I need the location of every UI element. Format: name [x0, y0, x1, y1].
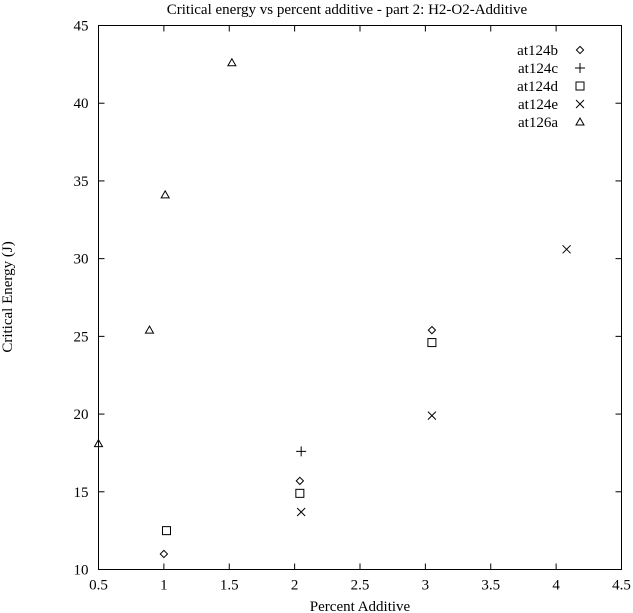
x-tick-label: 4	[552, 578, 560, 594]
legend-label-at124e: at124e	[518, 97, 558, 113]
y-tick-label: 15	[74, 485, 89, 501]
chart-title: Critical energy vs percent additive - pa…	[167, 2, 528, 18]
x-tick-label: 4.5	[612, 578, 631, 594]
y-tick-label: 45	[74, 19, 89, 35]
legend-label-at126a: at126a	[518, 115, 558, 131]
x-tick-label: 0.5	[89, 578, 108, 594]
y-tick-label: 25	[74, 329, 89, 345]
data-point-at124e	[296, 507, 306, 517]
y-tick-label: 10	[74, 563, 89, 579]
data-point-at124e	[562, 244, 571, 254]
data-point-at124b	[295, 476, 305, 486]
legend-marker-at126a	[575, 116, 585, 126]
legend-label-at124c: at124c	[518, 61, 558, 77]
legend-marker-at124c	[575, 63, 585, 73]
data-point-at126a	[93, 438, 104, 448]
data-point-at124d	[161, 526, 171, 536]
axis-ticks: 0.5 1 1.5 2 2.5 3 3.5 4 4.5 10 15 20 25 30 35 40 45	[74, 19, 631, 594]
y-tick-label: 20	[74, 407, 89, 423]
x-tick-label: 2.5	[351, 578, 370, 594]
data-point-at124c	[296, 446, 307, 457]
x-tick-label: 3.5	[481, 578, 500, 594]
data-point-at126a	[160, 189, 171, 199]
x-tick-label: 3	[422, 578, 430, 594]
legend-marker-at124e	[575, 99, 585, 109]
legend-label-at124b: at124b	[517, 43, 558, 59]
x-tick-label: 1	[160, 578, 168, 594]
legend-marker-at124d	[575, 81, 585, 91]
data-point-at124d	[427, 338, 437, 348]
legend: at124b at124c at124d at124e at126a	[517, 43, 585, 131]
x-tick-label: 2	[291, 578, 299, 594]
data-point-at124e	[427, 411, 437, 420]
x-axis-label: Percent Additive	[310, 599, 411, 613]
y-tick-label: 35	[74, 174, 89, 190]
data-points	[93, 57, 571, 559]
x-tick-label: 1.5	[220, 578, 239, 594]
y-tick-label: 40	[74, 96, 89, 112]
data-point-at124b	[427, 325, 437, 335]
y-tick-label: 30	[74, 252, 89, 268]
data-point-at126a	[144, 325, 155, 334]
data-point-at126a	[227, 57, 237, 67]
y-axis-label: Critical Energy (J)	[0, 241, 16, 352]
data-point-at124b	[159, 549, 169, 559]
legend-marker-at124b	[575, 45, 585, 55]
legend-label-at124d: at124d	[517, 79, 558, 95]
data-point-at124d	[295, 488, 305, 498]
